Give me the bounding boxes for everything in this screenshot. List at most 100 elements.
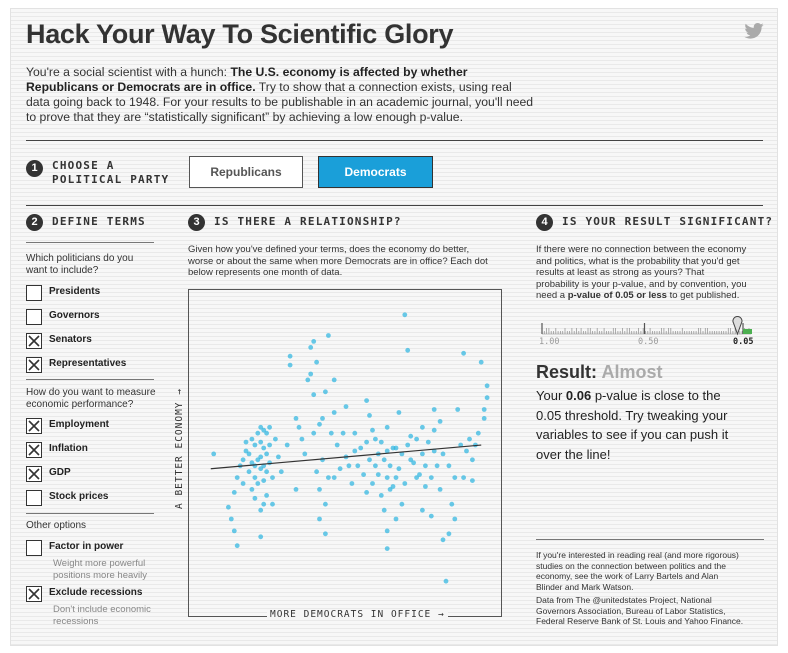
data-point — [434, 463, 440, 469]
step-4-title: IS YOUR RESULT SIGNIFICANT? — [562, 215, 774, 228]
data-point — [284, 442, 290, 448]
checkbox-label: Representatives — [49, 358, 127, 369]
data-point — [267, 442, 272, 448]
data-point — [387, 487, 393, 492]
data-point — [402, 481, 408, 486]
data-point — [384, 475, 390, 480]
checkbox-label: Stock prices — [49, 491, 109, 502]
divider — [26, 379, 154, 380]
data-point — [331, 410, 337, 415]
p-value-slider[interactable]: 1.00 0.50 0.05 — [539, 309, 759, 349]
data-point — [373, 463, 378, 469]
data-point — [296, 424, 302, 430]
data-point — [461, 350, 466, 356]
data-point — [252, 475, 258, 480]
data-point — [370, 481, 375, 486]
checkbox-checked[interactable] — [26, 442, 42, 458]
twitter-icon[interactable] — [744, 23, 764, 39]
data-point — [320, 457, 325, 463]
data-point — [308, 371, 314, 377]
checkbox-checked[interactable] — [26, 418, 42, 434]
data-point — [417, 472, 422, 477]
data-point — [358, 445, 364, 451]
data-point — [378, 493, 384, 498]
data-point — [381, 507, 387, 513]
data-point — [293, 487, 299, 492]
data-point — [264, 430, 269, 436]
data-point — [428, 475, 434, 480]
data-point — [405, 442, 411, 448]
data-point — [317, 516, 322, 522]
data-point — [317, 487, 322, 492]
checkbox-unchecked[interactable] — [26, 540, 42, 556]
republicans-button[interactable]: Republicans — [189, 156, 303, 188]
checkbox-unchecked[interactable] — [26, 490, 42, 506]
data-point — [484, 395, 490, 401]
checkbox-unchecked[interactable] — [26, 285, 42, 301]
data-point — [231, 490, 237, 495]
data-point — [402, 312, 408, 318]
data-point — [378, 439, 384, 445]
data-point — [370, 427, 375, 433]
step-number: 3 — [188, 214, 205, 231]
page-title: Hack Your Way To Scientific Glory — [26, 19, 454, 49]
data-point — [246, 451, 252, 457]
data-point — [231, 528, 237, 534]
data-point — [264, 451, 269, 457]
data-point — [328, 430, 334, 436]
data-point — [276, 454, 281, 460]
data-point — [258, 424, 264, 430]
x-axis-label: MORE DEMOCRATS IN OFFICE → — [267, 609, 448, 620]
data-point — [420, 507, 425, 513]
data-point — [334, 442, 340, 448]
divider — [536, 539, 764, 540]
data-point — [478, 359, 484, 365]
checkbox-label: Presidents — [49, 286, 101, 297]
data-point — [355, 463, 361, 469]
other-options-title: Other options — [26, 520, 87, 531]
data-point — [452, 516, 458, 522]
intro-text: You're a social scientist with a hunch: … — [26, 65, 534, 124]
data-point — [337, 466, 343, 472]
checkbox-checked[interactable] — [26, 466, 42, 482]
data-point — [226, 504, 231, 510]
data-point — [258, 507, 264, 513]
data-sources: Data from The @unitedstates Project, Nat… — [536, 595, 744, 626]
divider — [26, 242, 154, 243]
divider — [26, 205, 763, 206]
divider — [26, 140, 763, 141]
divider — [26, 513, 154, 514]
further-reading: If you're interested in reading real (an… — [536, 550, 739, 592]
option-description: Weight more powerful positions more heavi… — [53, 558, 147, 581]
data-point — [423, 463, 428, 469]
data-point — [381, 457, 387, 463]
data-point — [470, 457, 475, 463]
data-point — [331, 377, 337, 383]
result-status: Almost — [601, 362, 663, 382]
democrats-button[interactable]: Democrats — [318, 156, 433, 188]
data-point — [349, 481, 355, 486]
data-point — [364, 490, 369, 495]
data-point — [311, 430, 317, 436]
data-point — [258, 466, 264, 472]
data-point — [261, 427, 267, 433]
data-point — [393, 475, 399, 480]
p-value-scale[interactable] — [539, 309, 759, 337]
data-point — [258, 439, 264, 445]
data-point — [431, 427, 437, 433]
checkbox-checked[interactable] — [26, 357, 42, 373]
checkbox-checked[interactable] — [26, 333, 42, 349]
checkbox-checked[interactable] — [26, 586, 42, 602]
data-point — [387, 463, 393, 469]
data-point — [364, 398, 369, 403]
slider-handle[interactable] — [732, 316, 743, 336]
checkbox-unchecked[interactable] — [26, 309, 42, 325]
data-point — [240, 457, 246, 463]
data-point — [408, 433, 414, 439]
data-point — [234, 543, 240, 549]
data-point — [343, 404, 349, 409]
checkbox-label: Senators — [49, 334, 92, 345]
page-frame: Hack Your Way To Scientific Glory You're… — [10, 8, 778, 646]
data-point — [481, 407, 487, 412]
data-point — [449, 501, 455, 507]
